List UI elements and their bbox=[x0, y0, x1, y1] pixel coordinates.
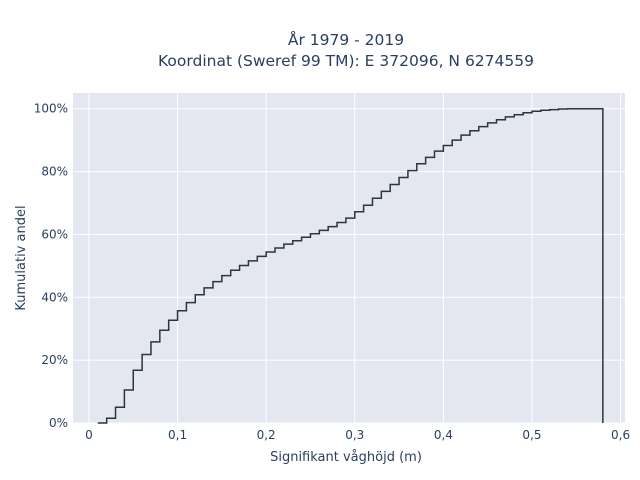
grid-lines bbox=[73, 93, 625, 424]
y-tick-label: 60% bbox=[41, 227, 68, 241]
series-group bbox=[97, 107, 604, 424]
x-tick-label: 0 bbox=[85, 428, 93, 442]
x-tick-label: 0,1 bbox=[168, 428, 187, 442]
y-tick-label: 80% bbox=[41, 165, 68, 179]
x-axis-title: Signifikant våghöjd (m) bbox=[270, 450, 422, 465]
chart-title-line-2: Koordinat (Sweref 99 TM): E 372096, N 62… bbox=[158, 52, 534, 70]
cdf-step-line bbox=[97, 107, 604, 424]
y-tick-label: 40% bbox=[41, 290, 68, 304]
x-tick-label: 0,6 bbox=[611, 428, 630, 442]
x-tick-label: 0,5 bbox=[522, 428, 541, 442]
x-tick-label: 0,2 bbox=[257, 428, 276, 442]
y-tick-label: 20% bbox=[41, 353, 68, 367]
plot-area bbox=[73, 93, 625, 423]
x-tick-label: 0,4 bbox=[434, 428, 453, 442]
y-tick-label: 0% bbox=[49, 416, 68, 430]
chart-title-line-1: År 1979 - 2019 bbox=[288, 30, 404, 49]
y-axis-ticks: 0% 20% 40% 60% 80% 100% bbox=[34, 102, 68, 430]
x-axis-ticks: 0 0,1 0,2 0,3 0,4 0,5 0,6 bbox=[85, 428, 630, 442]
x-tick-label: 0,3 bbox=[345, 428, 364, 442]
y-tick-label: 100% bbox=[34, 102, 68, 116]
y-axis-title: Kumulativ andel bbox=[14, 205, 29, 310]
